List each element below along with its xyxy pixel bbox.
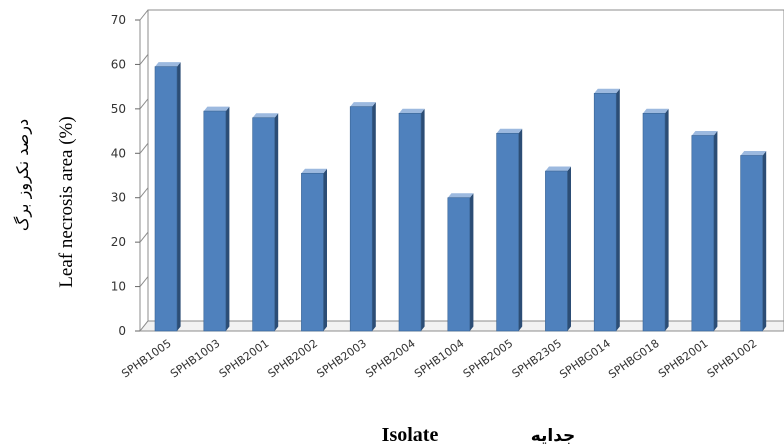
bar: [447, 193, 474, 332]
bar-front: [545, 170, 568, 332]
x-tick-label: SPHB1002: [705, 337, 760, 381]
y-tick-label: 10: [111, 280, 126, 294]
bar-front: [154, 66, 178, 332]
bar-top: [643, 108, 669, 114]
y-tick-label: 40: [111, 146, 126, 160]
bar-top: [496, 128, 523, 134]
bar-front: [593, 93, 617, 332]
bar-top: [691, 131, 718, 136]
bar: [545, 166, 571, 332]
bar: [301, 168, 327, 332]
x-tick-labels: SPHB1005SPHB1003SPHB2001SPHB2002SPHB2003…: [119, 337, 759, 381]
bar-top: [447, 193, 474, 198]
bar-side: [518, 128, 523, 331]
bar-top: [545, 166, 571, 172]
bar-front: [642, 113, 666, 332]
x-tick-label: SPHBG014: [557, 337, 613, 381]
bar: [398, 108, 425, 332]
x-tick-label: SPHB2003: [314, 337, 369, 381]
bar-side: [762, 151, 767, 331]
bar-side: [421, 108, 425, 331]
y-tick-label: 60: [111, 57, 126, 71]
y-tick-label: 70: [111, 13, 126, 27]
y-tick-label: 50: [111, 102, 126, 116]
bar: [740, 151, 767, 332]
bar: [203, 106, 230, 332]
y-tick-label: 30: [111, 191, 126, 205]
bar-top: [252, 113, 279, 118]
bar: [691, 131, 718, 332]
bar-side: [225, 106, 230, 331]
bar-side: [665, 108, 669, 331]
bar-front: [447, 197, 471, 332]
bar: [496, 128, 523, 332]
bar-side: [567, 166, 571, 331]
bar: [154, 62, 181, 332]
bar-side: [469, 193, 474, 331]
x-tick-label: SPHB2305: [510, 337, 565, 381]
x-axis-title: Isolate: [382, 424, 439, 446]
bar-top: [740, 151, 767, 156]
y-axis-title: Leaf necrosis area (%): [56, 116, 77, 287]
bar-top: [399, 108, 425, 114]
x-tick-label: SPHB2005: [461, 337, 516, 381]
bar-top: [155, 62, 181, 67]
bar-front: [398, 113, 422, 332]
bar-side: [372, 102, 376, 331]
x-tick-label: SPHB1004: [412, 337, 467, 381]
bar: [593, 88, 620, 332]
bar-top: [203, 106, 230, 112]
x-tick-label: SPHB1005: [119, 337, 174, 381]
bar-front: [740, 155, 763, 332]
x-tick-label: SPHB1003: [168, 337, 223, 381]
x-tick-label: SPHB2002: [266, 337, 321, 381]
bar: [349, 102, 376, 332]
bar-front: [203, 110, 227, 332]
bar-side: [713, 131, 718, 331]
bar-front: [252, 117, 275, 332]
y-tick-labels: 0 10 20 30 40 50 60 70: [111, 13, 126, 338]
bar-side: [616, 88, 620, 331]
x-tick-label: SPHB2004: [363, 337, 418, 381]
bar: [252, 113, 279, 332]
bar-front: [496, 132, 519, 332]
y-tick-label: 0: [118, 324, 126, 338]
bars: [154, 62, 767, 332]
x-tick-label: SPHB2001: [656, 337, 711, 381]
bar-top: [350, 102, 376, 107]
bar-side: [177, 62, 181, 332]
bar-top: [594, 88, 620, 94]
bar-front: [691, 135, 715, 332]
x-axis-title-persian: جدایه: [531, 426, 576, 446]
bar-side: [323, 168, 327, 331]
bar-front: [301, 172, 324, 332]
y-axis-title-persian: درصد نکروز برگ: [13, 119, 33, 231]
x-tick-label: SPHB2001: [217, 337, 272, 381]
bar-top: [301, 168, 327, 174]
bar-side: [274, 113, 279, 331]
x-tick-label: SPHBG018: [606, 337, 662, 381]
bar: [642, 108, 669, 332]
y-tick-label: 20: [111, 235, 126, 249]
bar-front: [349, 106, 373, 332]
